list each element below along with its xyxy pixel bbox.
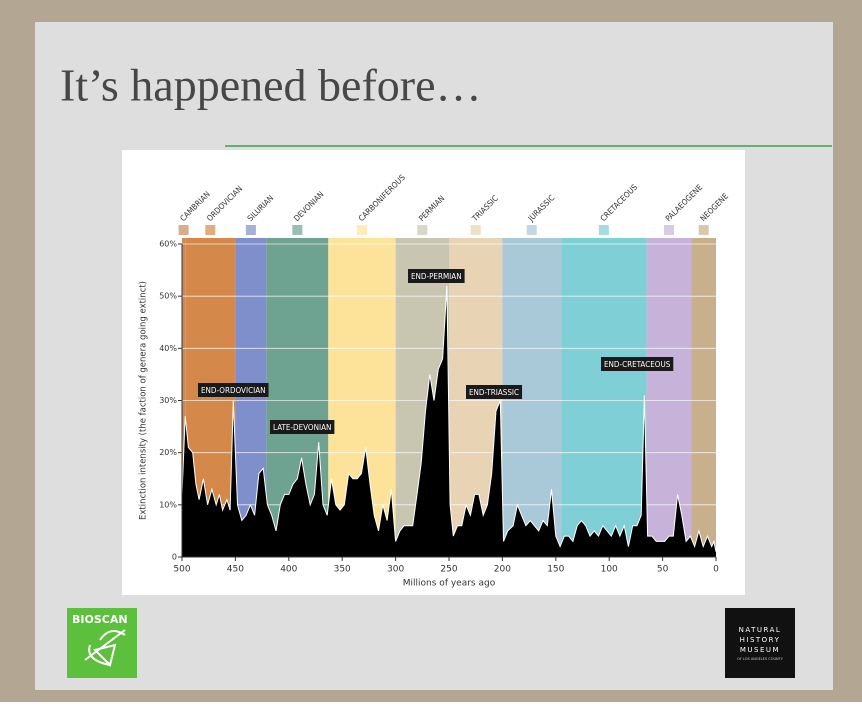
- annotation-box: [601, 357, 674, 371]
- period-tab: [356, 225, 367, 235]
- nhm-line: NATURAL: [739, 626, 782, 634]
- annotation-label: END-PERMIAN: [411, 272, 462, 281]
- y-tick-label: 40%: [159, 344, 177, 353]
- annotation-box: [198, 383, 269, 397]
- annotation-label: END-TRIASSIC: [469, 388, 519, 397]
- period-tab: [245, 225, 256, 235]
- annotation: END-ORDOVICIAN: [198, 383, 269, 397]
- period-tab: [292, 225, 303, 235]
- x-tick-label: 350: [334, 565, 351, 575]
- x-tick-label: 100: [601, 565, 618, 575]
- bioscan-logo: [67, 608, 137, 678]
- annotation-box: [408, 269, 465, 283]
- period-tab: [417, 225, 428, 235]
- x-axis-label: Millions of years ago: [403, 579, 496, 589]
- period-band: [561, 238, 647, 557]
- period-tab: [526, 225, 537, 235]
- period-tab: [178, 225, 189, 235]
- period-band: [646, 238, 692, 557]
- annotation-box: [466, 385, 523, 399]
- x-tick-label: 50: [657, 565, 669, 575]
- annotation: LATE-DEVONIAN: [270, 420, 335, 434]
- slide-title: It’s happened before…: [60, 60, 482, 111]
- period-band: [691, 238, 716, 557]
- x-tick-label: 300: [387, 565, 404, 575]
- y-tick-label: 50%: [159, 292, 177, 301]
- period-tab: [664, 225, 675, 235]
- y-tick-label: 20%: [159, 448, 177, 457]
- y-axis-label: Extinction intensity (the faction of gen…: [139, 281, 149, 520]
- extinction-outline: [181, 285, 717, 552]
- nhm-line: MUSEUM: [740, 646, 780, 654]
- period-tab: [598, 225, 609, 235]
- x-tick-label: 450: [227, 565, 244, 575]
- annotation-label: END-ORDOVICIAN: [201, 386, 266, 395]
- period-tab: [698, 225, 709, 235]
- extinction-area: [182, 285, 716, 557]
- y-tick-label: 0: [172, 553, 177, 562]
- nhm-logo: [725, 608, 795, 678]
- fly-icon: [84, 629, 126, 667]
- x-tick-label: 250: [440, 565, 457, 575]
- y-tick-label: 60%: [159, 240, 177, 249]
- annotation: END-CRETACEOUS: [601, 357, 674, 371]
- x-tick-label: 500: [173, 565, 190, 575]
- period-tab: [470, 225, 481, 235]
- nhm-subline: OF LOS ANGELES COUNTY: [737, 657, 784, 661]
- y-tick-label: 10%: [159, 500, 177, 509]
- period-tab: [205, 225, 216, 235]
- annotation-label: LATE-DEVONIAN: [273, 423, 331, 432]
- nhm-line: HISTORY: [740, 636, 781, 644]
- annotation-label: END-CRETACEOUS: [604, 360, 671, 369]
- period-band: [182, 238, 186, 557]
- x-tick-label: 0: [713, 565, 719, 575]
- annotation: END-TRIASSIC: [466, 385, 523, 399]
- annotation-box: [270, 420, 335, 434]
- x-tick-label: 150: [547, 565, 564, 575]
- y-tick-label: 30%: [159, 396, 177, 405]
- x-tick-label: 200: [494, 565, 511, 575]
- x-tick-label: 400: [280, 565, 297, 575]
- bioscan-label: BIOSCAN: [72, 613, 128, 626]
- annotation: END-PERMIAN: [408, 269, 465, 283]
